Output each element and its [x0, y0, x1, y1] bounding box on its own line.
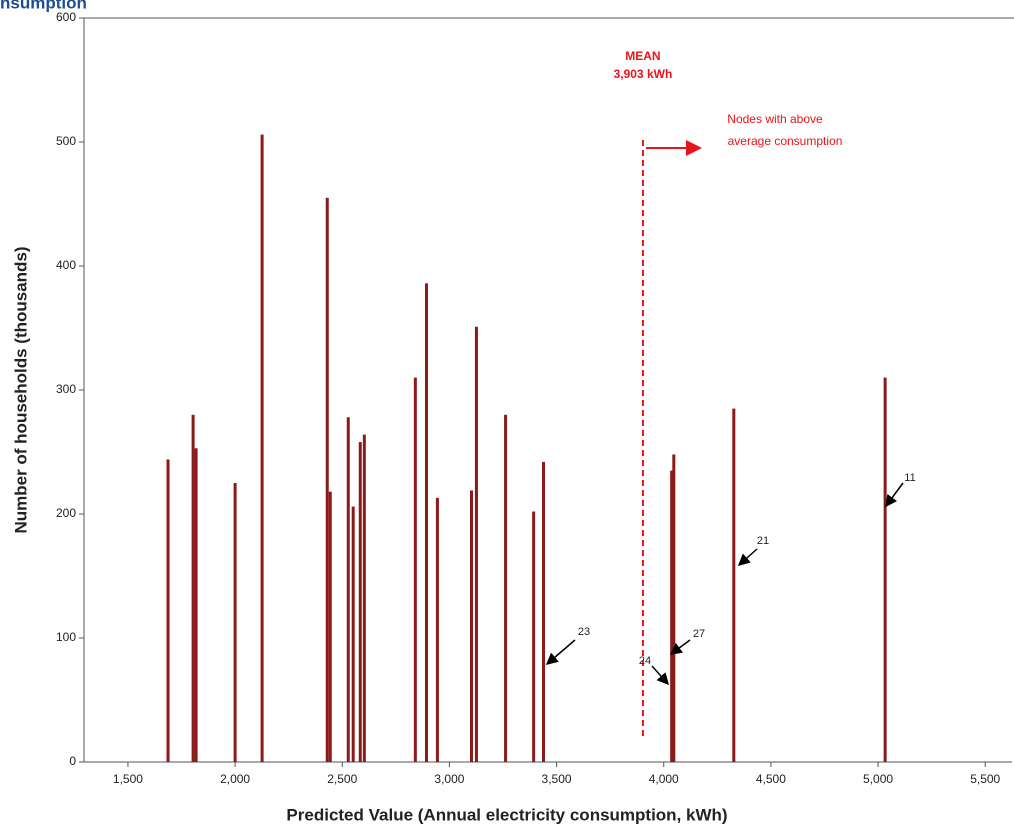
annotation-label: 11: [904, 472, 915, 484]
spike: [435, 497, 439, 762]
spike: [532, 511, 536, 762]
annotation-label: 21: [757, 535, 769, 547]
spike: [541, 461, 545, 762]
x-tick-label: 5,500: [970, 772, 1000, 786]
spike: [362, 434, 366, 762]
spike: [413, 377, 417, 762]
x-tick-label: 3,000: [434, 772, 464, 786]
y-tick-label: 600: [56, 10, 76, 24]
spike: [883, 377, 887, 762]
x-tick-label: 4,000: [649, 772, 679, 786]
x-axis-label: Predicted Value (Annual electricity cons…: [286, 805, 727, 824]
spike: [328, 491, 332, 762]
note-text: Nodes with above: [727, 112, 823, 126]
mean-label: MEAN: [625, 49, 660, 63]
annotation-arrow: [651, 665, 669, 686]
y-tick-label: 400: [56, 258, 76, 272]
mean-value-label: 3,903 kWh: [614, 67, 673, 81]
x-tick-label: 2,000: [220, 772, 250, 786]
annotation-arrow: [545, 639, 576, 665]
annotation-arrow: [669, 639, 691, 655]
spike: [670, 470, 674, 762]
x-tick-label: 1,500: [113, 772, 143, 786]
spike: [732, 408, 736, 762]
spike: [346, 417, 350, 762]
annotation-arrow: [737, 548, 758, 566]
note-text: average consumption: [728, 134, 843, 148]
annotation-label: 24: [639, 655, 651, 667]
spike: [474, 326, 478, 762]
y-tick-label: 200: [56, 506, 76, 520]
spike: [672, 454, 676, 762]
spike: [469, 490, 473, 762]
spike: [260, 134, 264, 762]
spike: [358, 442, 362, 762]
spike: [351, 506, 355, 762]
x-tick-label: 5,000: [863, 772, 893, 786]
x-tick-label: 2,500: [327, 772, 357, 786]
y-tick-label: 100: [56, 630, 76, 644]
x-tick-label: 4,500: [756, 772, 786, 786]
spike: [504, 414, 508, 762]
spike: [191, 414, 195, 762]
y-tick-label: 300: [56, 382, 76, 396]
annotation-label: 27: [693, 628, 705, 640]
spike: [233, 483, 237, 762]
spike: [424, 283, 428, 762]
y-tick-label: 0: [69, 754, 76, 768]
chart-title: nsumption: [0, 0, 87, 12]
spike: [194, 448, 198, 762]
annotation-arrow: [885, 482, 904, 508]
annotation-label: 23: [578, 626, 590, 638]
y-tick-label: 500: [56, 134, 76, 148]
spike: [325, 197, 329, 763]
spike: [166, 459, 170, 762]
x-tick-label: 3,500: [542, 772, 572, 786]
y-axis-label: Number of households (thousands): [11, 246, 30, 533]
